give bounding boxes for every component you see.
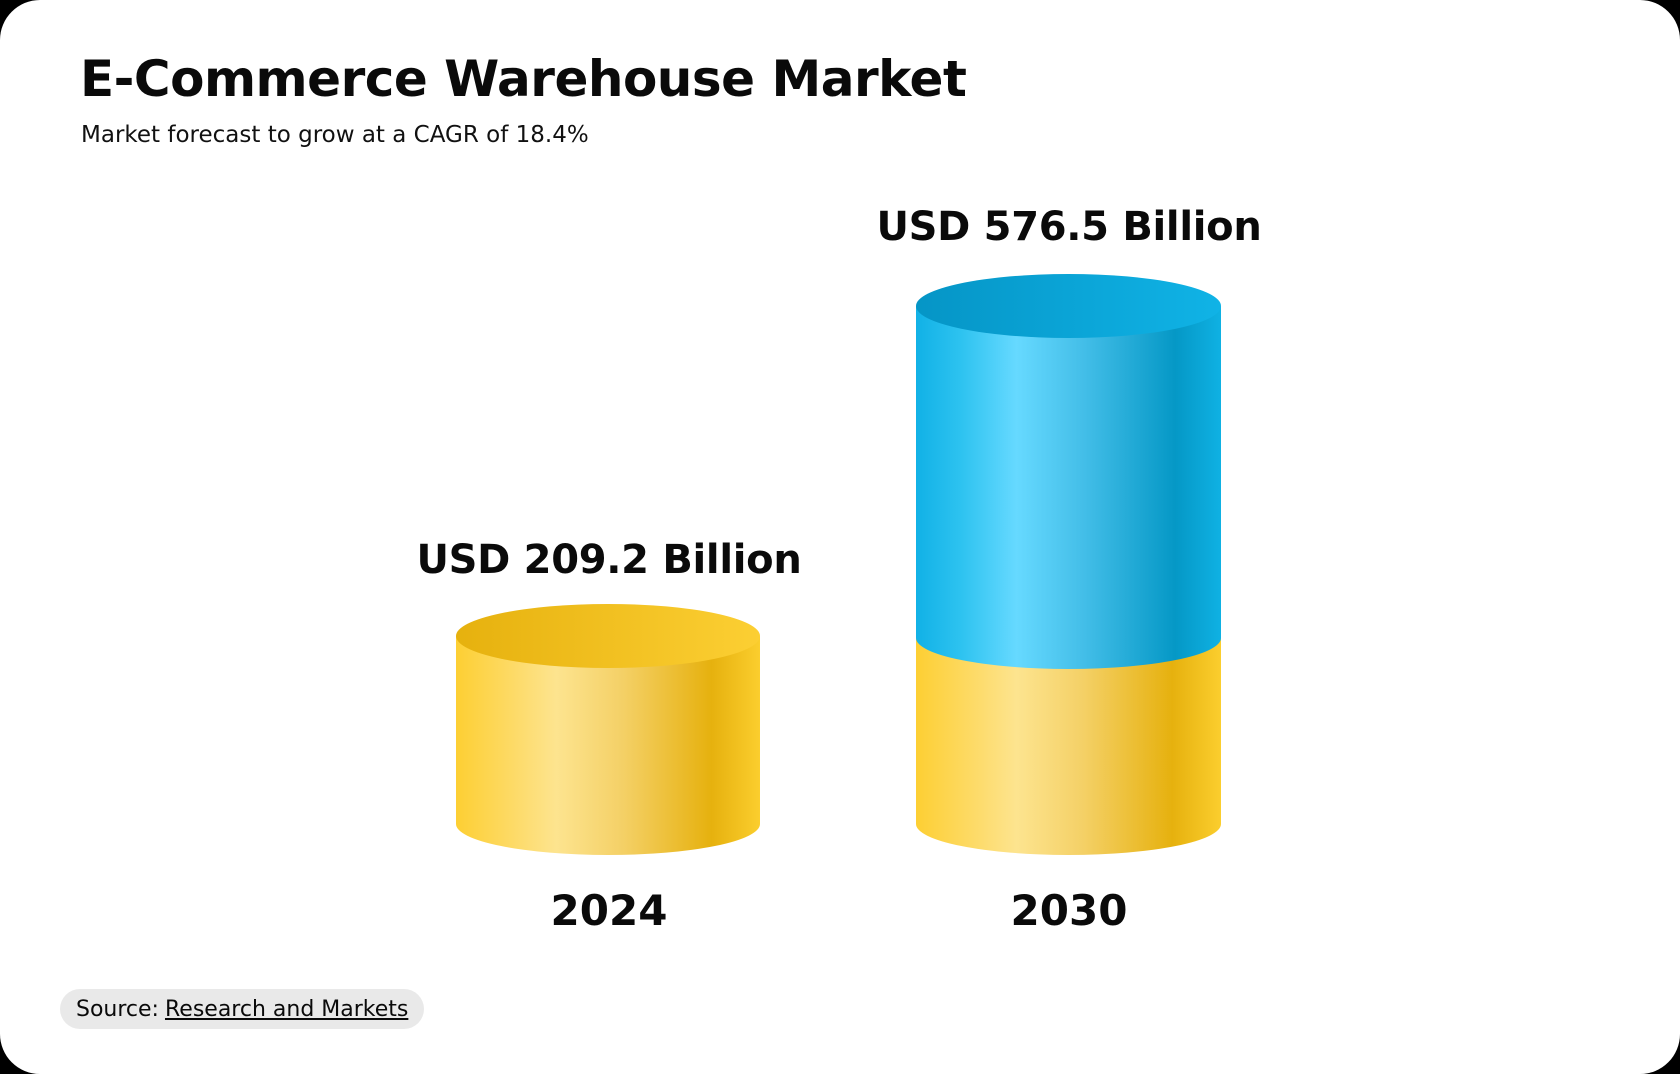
cylinder-2030 (916, 274, 1221, 855)
source-badge: Source: Research and Markets (60, 989, 425, 1029)
value-label-2030: USD 576.5 Billion (876, 204, 1262, 250)
value-label-2024: USD 209.2 Billion (416, 537, 802, 583)
chart-title: E-Commerce Warehouse Market (80, 50, 967, 108)
chart-subtitle: Market forecast to grow at a CAGR of 18.… (81, 122, 589, 148)
source-prefix: Source: (76, 996, 159, 1022)
cylinder-2024 (456, 604, 760, 855)
year-label-2024: 2024 (550, 886, 668, 935)
source-link[interactable]: Research and Markets (164, 996, 409, 1022)
year-label-2030: 2030 (1010, 886, 1128, 935)
